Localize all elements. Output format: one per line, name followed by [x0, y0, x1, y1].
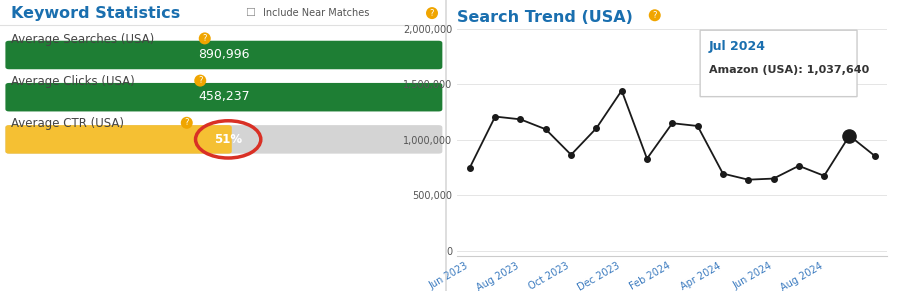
- FancyBboxPatch shape: [5, 125, 443, 154]
- Point: [792, 164, 806, 168]
- Text: Average CTR (USA): Average CTR (USA): [11, 117, 124, 130]
- Text: 51%: 51%: [214, 133, 242, 146]
- Text: Jul 2024: Jul 2024: [709, 40, 766, 53]
- Point: [640, 156, 654, 161]
- Text: 458,237: 458,237: [198, 91, 249, 103]
- Point: [842, 133, 857, 138]
- Point: [716, 171, 730, 176]
- Point: [564, 152, 579, 157]
- Text: 890,996: 890,996: [198, 48, 249, 61]
- Point: [868, 154, 882, 158]
- Text: ?: ?: [430, 9, 434, 17]
- FancyBboxPatch shape: [5, 125, 232, 154]
- Point: [741, 177, 755, 182]
- Point: [615, 88, 629, 93]
- Point: [690, 124, 705, 128]
- FancyBboxPatch shape: [5, 41, 443, 69]
- Text: Amazon (USA): 1,037,640: Amazon (USA): 1,037,640: [709, 65, 869, 74]
- FancyBboxPatch shape: [700, 30, 857, 97]
- Point: [817, 173, 832, 178]
- FancyBboxPatch shape: [5, 83, 443, 111]
- Point: [766, 176, 780, 181]
- Text: Search Trend (USA): Search Trend (USA): [457, 10, 633, 25]
- Point: [538, 127, 553, 132]
- Point: [665, 121, 680, 125]
- Text: Average Searches (USA): Average Searches (USA): [11, 33, 155, 46]
- Point: [488, 114, 502, 119]
- Text: ☐: ☐: [245, 8, 256, 18]
- Point: [590, 126, 604, 131]
- Text: ?: ?: [198, 76, 202, 85]
- Text: Include Near Matches: Include Near Matches: [263, 8, 370, 18]
- Text: Average Clicks (USA): Average Clicks (USA): [11, 75, 135, 88]
- Text: ?: ?: [202, 34, 207, 43]
- Text: Keyword Statistics: Keyword Statistics: [11, 6, 181, 21]
- Point: [463, 165, 477, 170]
- Text: ?: ?: [184, 118, 189, 127]
- Point: [513, 117, 527, 122]
- Text: ?: ?: [652, 11, 657, 20]
- Point: [842, 133, 857, 138]
